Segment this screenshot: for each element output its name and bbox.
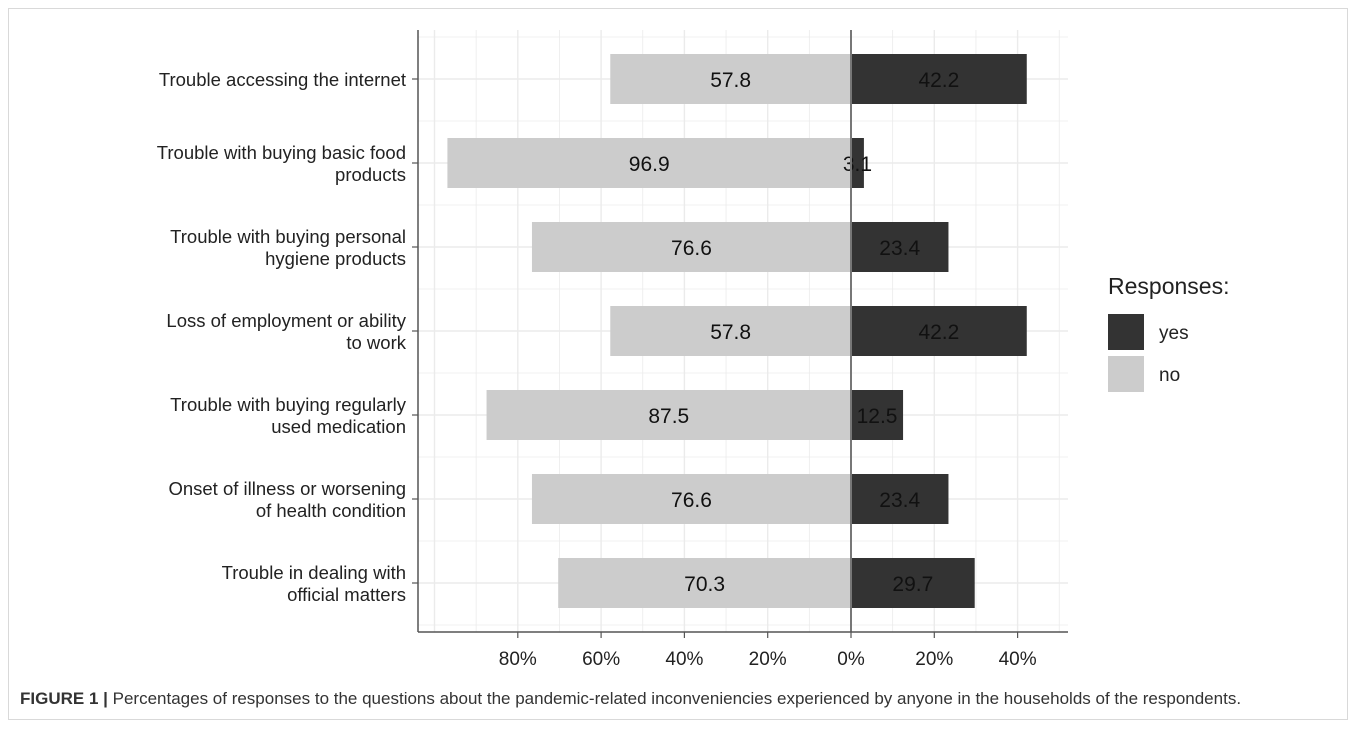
bar-no	[558, 558, 851, 608]
bar-yes	[851, 54, 1027, 104]
axes: Trouble accessing the internet Trouble wi…	[157, 30, 1068, 670]
x-tick-label: 0%	[837, 649, 865, 670]
bar-yes	[851, 390, 904, 440]
category-label: Trouble with buying regularly	[170, 394, 407, 415]
data-label-yes: 3.1	[843, 153, 872, 176]
legend-swatch-no	[1108, 356, 1144, 392]
category-label: official matters	[287, 584, 406, 605]
bars	[447, 54, 1027, 608]
data-label-yes: 23.4	[879, 237, 920, 260]
x-tick-label: 40%	[665, 649, 703, 670]
category-label: products	[335, 164, 406, 185]
bar-no	[486, 390, 851, 440]
bar-no	[610, 306, 851, 356]
category-label: of health condition	[256, 500, 406, 521]
category-label: Loss of employment or ability	[166, 310, 406, 331]
bar-yes	[851, 138, 864, 188]
bar-yes	[851, 474, 949, 524]
category-label: Trouble accessing the internet	[159, 69, 406, 90]
category-label: Onset of illness or worsening	[168, 478, 406, 499]
legend-title: Responses:	[1108, 273, 1229, 299]
category-label: to work	[346, 332, 406, 353]
category-label: Trouble with buying personal	[170, 226, 406, 247]
x-tick-label: 60%	[582, 649, 620, 670]
legend-label-no: no	[1159, 365, 1180, 386]
bar-no	[531, 222, 851, 272]
legend: Responses: yes no	[1108, 273, 1229, 392]
data-label-yes: 12.5	[857, 405, 898, 428]
data-label-yes: 29.7	[892, 573, 933, 596]
category-label: hygiene products	[265, 248, 406, 269]
x-tick-label: 20%	[915, 649, 953, 670]
legend-label-yes: yes	[1159, 323, 1189, 344]
bar-no	[531, 474, 851, 524]
data-label-yes: 23.4	[879, 489, 920, 512]
diverging-bar-chart: 57.8 42.2 96.9 3.1 76.6 23.4 57.8 42.2 87.5 12.5 7…	[157, 30, 1229, 670]
data-label-yes: 42.2	[918, 69, 959, 92]
x-tick-label: 20%	[749, 649, 787, 670]
category-label: used medication	[271, 416, 406, 437]
legend-swatch-yes	[1108, 314, 1144, 350]
caption-text: Percentages of responses to the question…	[107, 689, 1242, 708]
bar-no	[610, 54, 851, 104]
x-tick-label: 40%	[999, 649, 1037, 670]
data-label-no: 76.6	[671, 489, 712, 512]
data-label-no: 87.5	[648, 405, 689, 428]
data-label-no: 57.8	[710, 321, 751, 344]
figure-caption: FIGURE 1 | Percentages of responses to t…	[20, 689, 1340, 709]
data-label-no: 96.9	[629, 153, 670, 176]
figure-frame	[8, 8, 1348, 720]
data-label-yes: 42.2	[918, 321, 959, 344]
bar-yes	[851, 222, 949, 272]
category-label: Trouble with buying basic food	[157, 142, 406, 163]
category-label: Trouble in dealing with	[222, 562, 406, 583]
data-label-no: 76.6	[671, 237, 712, 260]
bar-yes	[851, 558, 975, 608]
x-tick-label: 80%	[499, 649, 537, 670]
data-labels: 57.8 42.2 96.9 3.1 76.6 23.4 57.8 42.2 87.5 12.5 7…	[629, 69, 960, 596]
caption-label: FIGURE 1 |	[20, 689, 108, 708]
data-label-no: 57.8	[710, 69, 751, 92]
bar-no	[447, 138, 851, 188]
data-label-no: 70.3	[684, 573, 725, 596]
bar-yes	[851, 306, 1027, 356]
